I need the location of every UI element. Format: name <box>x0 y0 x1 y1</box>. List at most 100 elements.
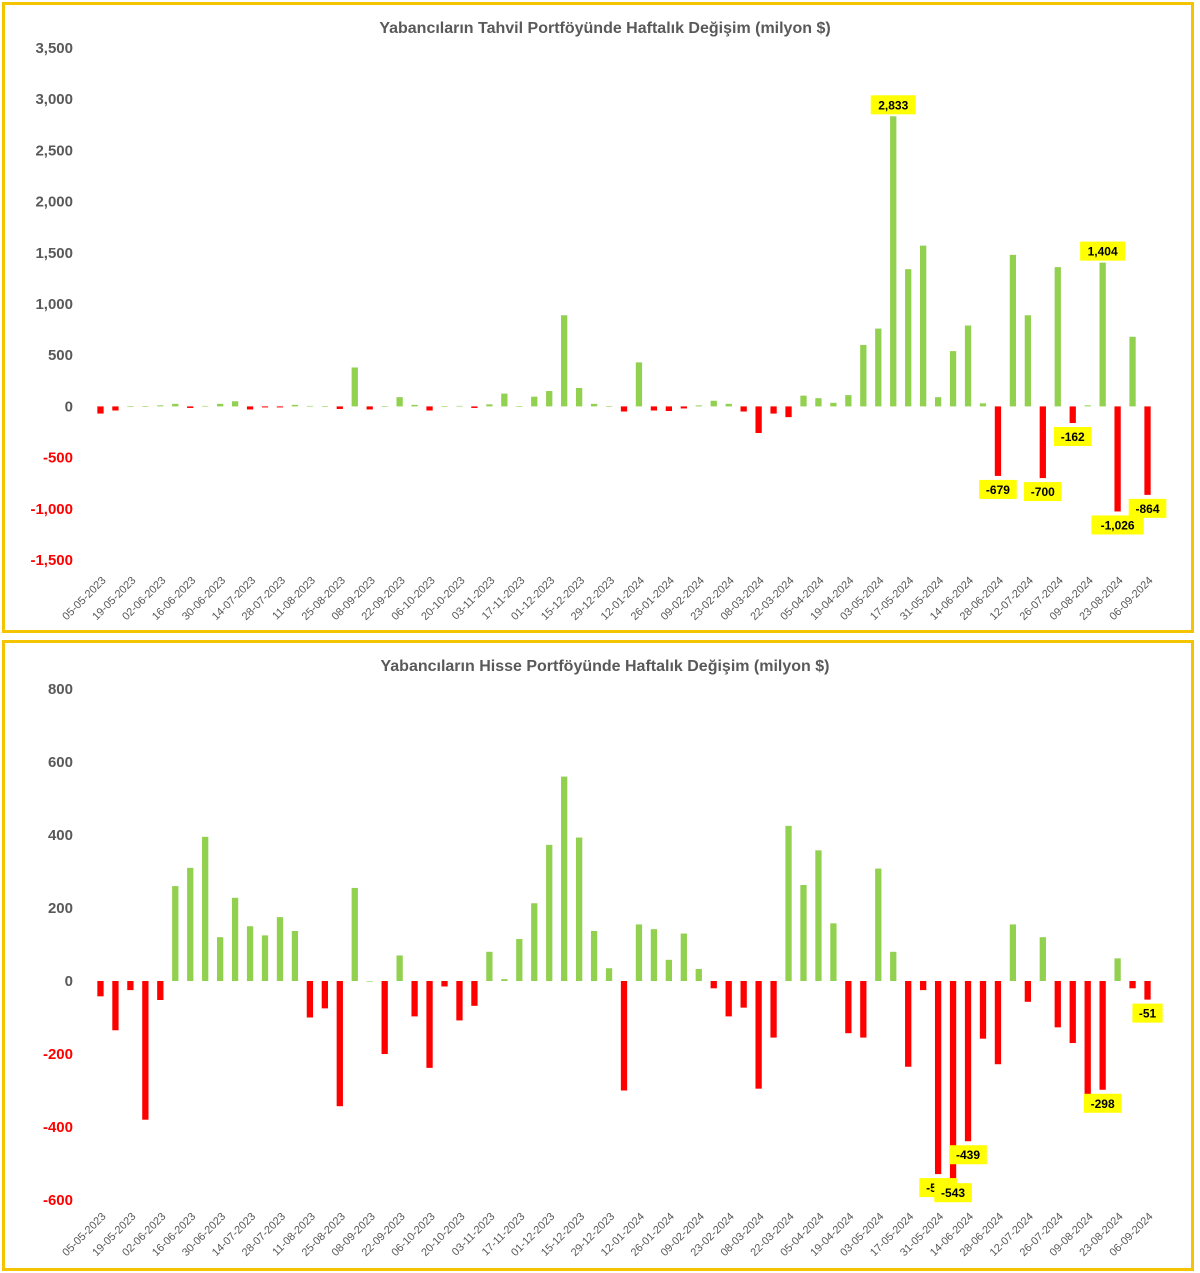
equity-bar <box>575 837 583 981</box>
equity-bar <box>830 923 837 981</box>
equity-bar <box>1069 981 1076 1044</box>
equity-chart-title: Yabancıların Hisse Portföyünde Haftalık … <box>380 658 829 675</box>
bond-bar <box>172 403 179 407</box>
bond-data-label: 2,833 <box>870 95 916 115</box>
bond-y-tick-label: 2,000 <box>35 194 73 211</box>
equity-data-label-text: -298 <box>1091 1097 1115 1111</box>
bond-bar <box>680 406 687 409</box>
bond-data-label: -162 <box>1053 426 1092 446</box>
bond-bar <box>1069 406 1076 423</box>
bond-bar <box>366 406 373 410</box>
bond-bar <box>426 406 433 411</box>
equity-bar <box>351 887 358 981</box>
equity-y-tick-label: 800 <box>48 681 73 698</box>
equity-bar <box>590 930 598 981</box>
bond-bar <box>501 393 508 407</box>
bond-bar <box>456 405 463 407</box>
equity-bar <box>531 903 538 981</box>
equity-bar <box>276 917 284 981</box>
bond-y-tick-label: -500 <box>43 450 73 467</box>
bond-bar <box>665 406 673 412</box>
bond-bar <box>964 325 972 407</box>
equity-y-tick-label: -400 <box>43 1119 73 1136</box>
bond-bar <box>531 396 538 407</box>
bond-bar <box>725 403 732 407</box>
bond-y-tick-label: 3,000 <box>35 91 73 108</box>
bond-bar <box>575 387 583 407</box>
equity-bar <box>246 926 254 981</box>
equity-bar <box>501 979 508 981</box>
bond-data-label-bg <box>1128 498 1167 518</box>
equity-bar <box>650 929 658 981</box>
equity-bar <box>964 981 972 1142</box>
equity-bar <box>695 968 702 981</box>
equity-bar <box>845 981 852 1034</box>
bond-bar <box>650 406 658 411</box>
bond-bar <box>740 406 747 412</box>
bond-data-label-bg <box>979 479 1017 499</box>
bond-data-label-text: 2,833 <box>878 98 908 112</box>
bond-bar <box>905 269 912 407</box>
bond-bar <box>396 397 403 407</box>
equity-bar <box>1054 981 1061 1028</box>
equity-data-label-bg <box>1132 1003 1163 1023</box>
equity-bar <box>815 850 822 981</box>
bond-bar <box>1129 336 1136 407</box>
equity-data-label-bg <box>934 1183 972 1203</box>
bond-bar <box>1054 267 1061 407</box>
bond-bar <box>336 406 343 409</box>
equity-bar <box>1084 981 1091 1100</box>
bond-data-label: -700 <box>1024 482 1062 502</box>
bond-data-label: -1,026 <box>1091 515 1144 535</box>
equity-bar <box>231 897 239 981</box>
equity-bar <box>321 981 328 1009</box>
bond-bar <box>142 406 149 407</box>
equity-bar <box>1009 924 1017 981</box>
bond-data-label-text: -700 <box>1031 485 1055 499</box>
bond-bar <box>755 406 762 434</box>
equity-bar <box>875 868 882 981</box>
bond-bar <box>875 328 882 407</box>
equity-bar <box>172 886 179 981</box>
equity-bar <box>516 939 523 981</box>
equity-bar <box>441 981 448 987</box>
equity-data-label: -439 <box>949 1145 987 1165</box>
equity-bar <box>994 981 1002 1065</box>
bond-bar <box>770 406 777 414</box>
bond-data-label-bg <box>1024 482 1062 502</box>
bond-bar <box>276 406 284 408</box>
bond-bar <box>216 403 224 407</box>
bond-y-tick-label: 3,500 <box>35 40 73 57</box>
bond-bar <box>231 401 239 407</box>
bond-bar <box>202 405 209 407</box>
bond-bar <box>949 351 957 407</box>
equity-bar <box>740 981 747 1008</box>
equity-bar <box>905 981 912 1067</box>
equity-bar <box>1144 981 1151 1000</box>
equity-bar <box>665 959 673 981</box>
bond-bar <box>1039 406 1046 479</box>
equity-y-tick-label: -200 <box>43 1046 73 1063</box>
equity-bar <box>755 981 762 1089</box>
bond-bar <box>321 406 328 407</box>
equity-data-label-text: -543 <box>941 1186 965 1200</box>
equity-bar <box>396 955 403 981</box>
equity-bar <box>890 951 897 981</box>
bond-data-label: 1,404 <box>1080 241 1126 261</box>
equity-bar <box>486 951 493 981</box>
bond-bar <box>845 395 852 407</box>
equity-chart-panel: Yabancıların Hisse Portföyünde Haftalık … <box>2 640 1194 1271</box>
bond-bar <box>979 403 987 407</box>
equity-bar <box>366 981 373 982</box>
bond-bar <box>1009 254 1017 407</box>
equity-bar <box>157 981 164 1000</box>
bond-data-label-text: -679 <box>986 483 1010 497</box>
bond-bar <box>695 405 702 407</box>
equity-bar <box>800 885 807 981</box>
equity-bar <box>127 981 134 991</box>
equity-data-label: -298 <box>1083 1093 1122 1113</box>
bond-bar <box>1084 405 1091 407</box>
equity-y-tick-label: 400 <box>48 827 73 844</box>
bond-data-label-bg <box>1053 426 1092 446</box>
bond-y-tick-label: 1,000 <box>35 296 73 313</box>
